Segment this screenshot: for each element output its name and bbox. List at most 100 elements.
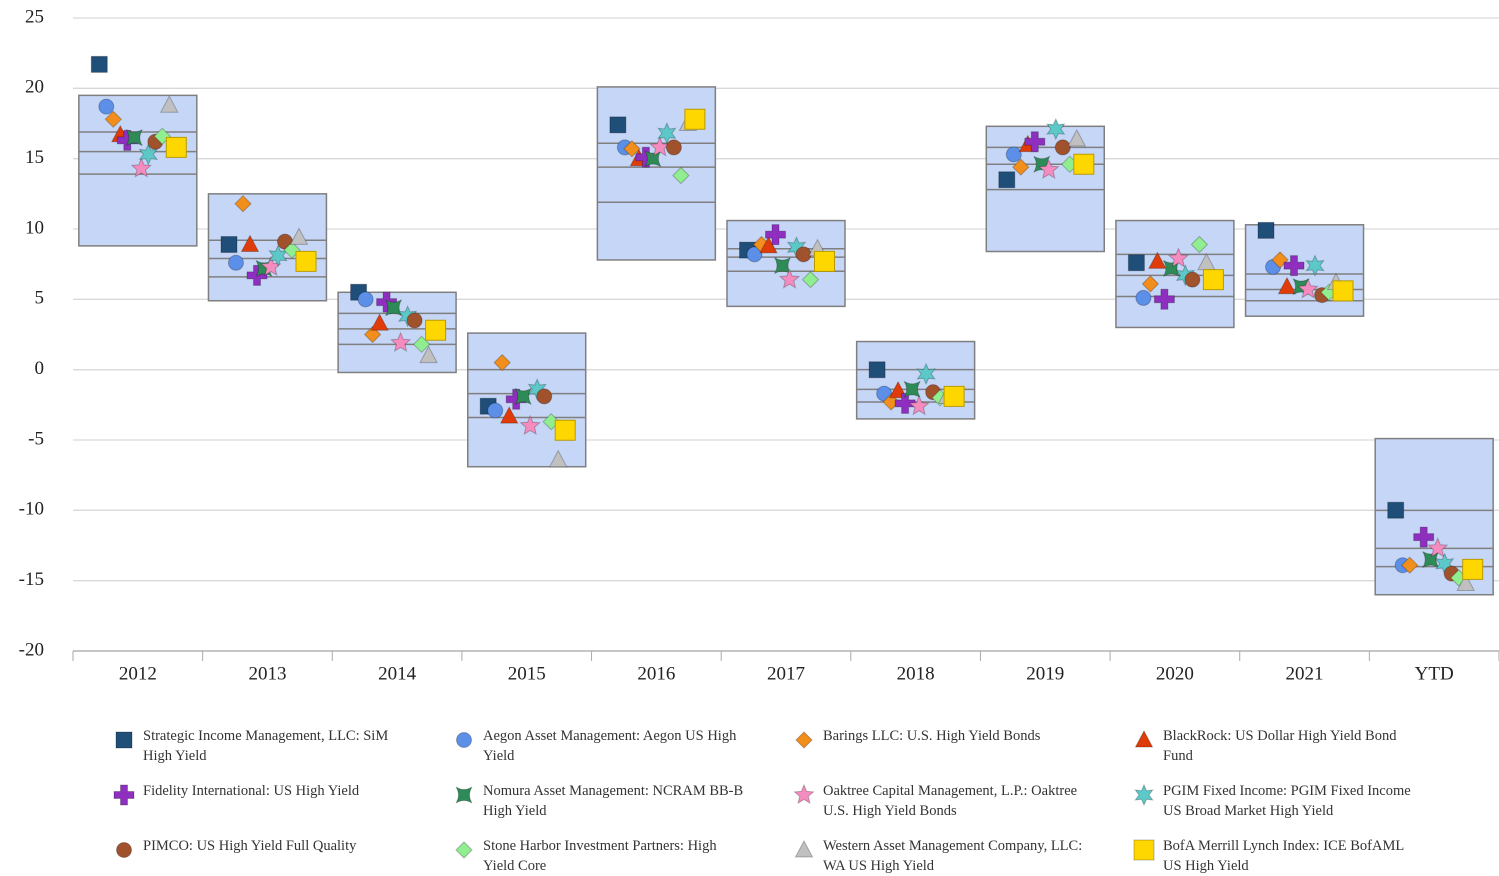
legend-symbol xyxy=(115,731,133,749)
legend-marker xyxy=(1134,784,1154,806)
data-point xyxy=(684,108,706,130)
data-point xyxy=(499,406,519,424)
data-point xyxy=(519,414,541,436)
data-point xyxy=(425,319,447,341)
data-point xyxy=(1067,128,1087,147)
data-point xyxy=(138,143,159,166)
legend-symbol xyxy=(795,731,813,749)
x-tick-label: YTD xyxy=(1415,663,1454,684)
data-point xyxy=(1283,255,1305,277)
legend-symbol xyxy=(1134,729,1154,748)
legend-marker xyxy=(115,731,133,749)
y-tick-label: 10 xyxy=(25,217,44,238)
legend-entry: Aegon Asset Management: Aegon US High Yi… xyxy=(453,726,753,766)
data-point xyxy=(1024,131,1046,153)
y-tick-label: -15 xyxy=(19,569,44,590)
data-point xyxy=(649,136,671,157)
data-point xyxy=(1038,158,1060,180)
data-point xyxy=(514,387,532,405)
legend-symbol xyxy=(793,784,815,805)
data-point xyxy=(240,234,260,252)
legend: Strategic Income Management, LLC: SiM Hi… xyxy=(0,720,1499,876)
legend-label: Stone Harbor Investment Partners: High Y… xyxy=(483,838,717,874)
legend-symbol xyxy=(1134,784,1154,806)
data-point xyxy=(765,224,786,246)
y-tick-label: 15 xyxy=(25,147,44,168)
data-point xyxy=(903,380,921,398)
legend-entry: BofA Merrill Lynch Index: ICE BofAML US … xyxy=(1133,836,1433,876)
data-point xyxy=(795,246,812,263)
legend-symbol xyxy=(455,732,473,748)
legend-marker xyxy=(794,839,814,858)
y-tick-label: -20 xyxy=(19,639,44,660)
legend-symbol xyxy=(113,784,135,806)
data-point xyxy=(1277,276,1297,295)
data-point xyxy=(406,312,423,329)
legend-entry: Oaktree Capital Management, L.P.: Oaktre… xyxy=(793,781,1093,821)
data-point xyxy=(759,235,778,254)
legend-entry: Western Asset Management Company, LLC: W… xyxy=(793,836,1093,876)
data-point xyxy=(623,140,641,158)
y-tick-label: 5 xyxy=(35,288,45,309)
legend-marker xyxy=(795,731,813,749)
data-point xyxy=(419,345,438,364)
data-point xyxy=(1046,117,1066,141)
x-tick-label: 2021 xyxy=(1286,663,1324,684)
legend-label: Barings LLC: U.S. High Yield Bonds xyxy=(823,728,1041,744)
data-point xyxy=(90,55,108,73)
data-point xyxy=(98,98,115,115)
legend-marker xyxy=(1133,839,1155,861)
data-point xyxy=(220,236,238,253)
legend-marker xyxy=(1134,729,1154,748)
data-point xyxy=(289,227,309,245)
data-point xyxy=(998,171,1016,189)
data-point xyxy=(774,257,791,275)
x-tick-label: 2015 xyxy=(508,663,546,684)
legend-entry: BlackRock: US Dollar High Yield Bond Fun… xyxy=(1133,726,1433,766)
y-tick-label: 20 xyxy=(25,77,44,98)
data-point xyxy=(159,95,179,113)
data-point xyxy=(672,166,690,185)
data-point xyxy=(746,246,763,263)
data-point xyxy=(1400,556,1419,574)
data-point xyxy=(1202,269,1224,291)
data-point xyxy=(1332,280,1354,302)
data-point xyxy=(130,157,153,178)
data-point xyxy=(1297,278,1319,299)
data-point xyxy=(1054,139,1071,156)
legend-label: BofA Merrill Lynch Index: ICE BofAML US … xyxy=(1163,838,1404,874)
legend-marker xyxy=(455,732,473,748)
x-tick-label: 2019 xyxy=(1026,663,1064,684)
data-point xyxy=(487,402,504,419)
data-point xyxy=(665,139,682,156)
legend-label: PIMCO: US High Yield Full Quality xyxy=(143,838,357,854)
data-point xyxy=(1462,558,1484,580)
data-point xyxy=(370,313,389,331)
legend-marker xyxy=(115,842,133,858)
legend-entry: Strategic Income Management, LLC: SiM Hi… xyxy=(113,726,413,766)
legend-label: Aegon Asset Management: Aegon US High Yi… xyxy=(483,728,737,764)
legend-marker xyxy=(793,784,815,805)
data-point xyxy=(657,122,677,145)
legend-entry: Stone Harbor Investment Partners: High Y… xyxy=(453,836,753,876)
x-tick-label: 2017 xyxy=(767,663,805,684)
legend-marker xyxy=(455,841,473,859)
y-tick-label: 25 xyxy=(25,6,44,27)
x-tick-label: 2018 xyxy=(897,663,935,684)
chart: -20 -15 -10 -5 0 5 10 15 20 25 2012 2013 2014 2015 201… xyxy=(19,6,1499,684)
legend-symbol xyxy=(455,841,473,859)
data-point xyxy=(227,254,244,271)
x-tick-label: 2014 xyxy=(378,663,417,684)
data-point xyxy=(548,449,568,468)
legend-symbol xyxy=(1133,839,1155,861)
data-point xyxy=(1175,264,1196,287)
data-point xyxy=(363,325,382,344)
data-point xyxy=(908,394,930,416)
x-tick-label: 2016 xyxy=(637,663,675,684)
x-tick-label: 2013 xyxy=(248,663,286,684)
data-point xyxy=(385,299,403,317)
data-point xyxy=(554,419,576,441)
data-point xyxy=(536,388,553,405)
data-point xyxy=(1387,501,1405,519)
